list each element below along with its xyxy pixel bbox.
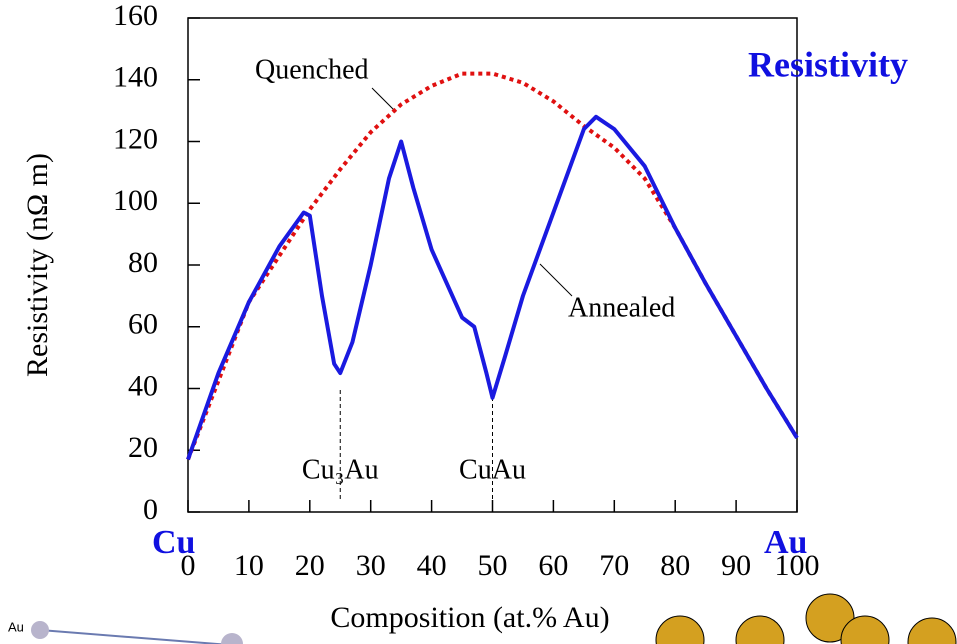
series-label: Annealed [568,292,675,323]
x-tick-label: 90 [721,549,751,582]
decoration [31,593,957,644]
y-tick-label: 100 [113,184,158,217]
y-axis-label: Resistivity (nΩ m) [21,153,54,377]
x-tick-label: 70 [599,549,629,582]
y-tick-label: 60 [128,308,158,341]
series-line [186,71,799,461]
y-tick-label: 20 [128,431,158,464]
y-tick-label: 140 [113,61,158,94]
y-tick-label: 80 [128,246,158,279]
x-tick-label: 60 [538,549,568,582]
end-label: Au [764,524,807,561]
leader-line [539,263,573,297]
plot-frame [187,17,798,513]
annotation-label: CuAu [459,454,526,485]
image-label: Au [8,619,24,634]
annotation-label: Cu₃Au [302,454,379,485]
x-tick-label: 40 [417,549,447,582]
y-tick-label: 40 [128,369,158,402]
y-tick-label: 0 [143,493,158,526]
x-tick-label: 100 [775,549,820,582]
x-tick-label: 50 [478,549,508,582]
x-axis-label: Composition (at.% Au) [330,601,609,634]
series-label: Quenched [255,54,369,85]
y-tick-label: 160 [113,0,158,32]
x-tick-label: 80 [660,549,690,582]
x-tick-label: 20 [295,549,325,582]
x-tick-label: 10 [234,549,264,582]
end-label: Cu [152,524,195,561]
corner-label: Resistivity [748,44,908,84]
leader-line [371,87,397,113]
series-line [186,114,799,461]
y-tick-label: 120 [113,122,158,155]
x-tick-label: 30 [356,549,386,582]
x-tick-label: 0 [181,549,196,582]
